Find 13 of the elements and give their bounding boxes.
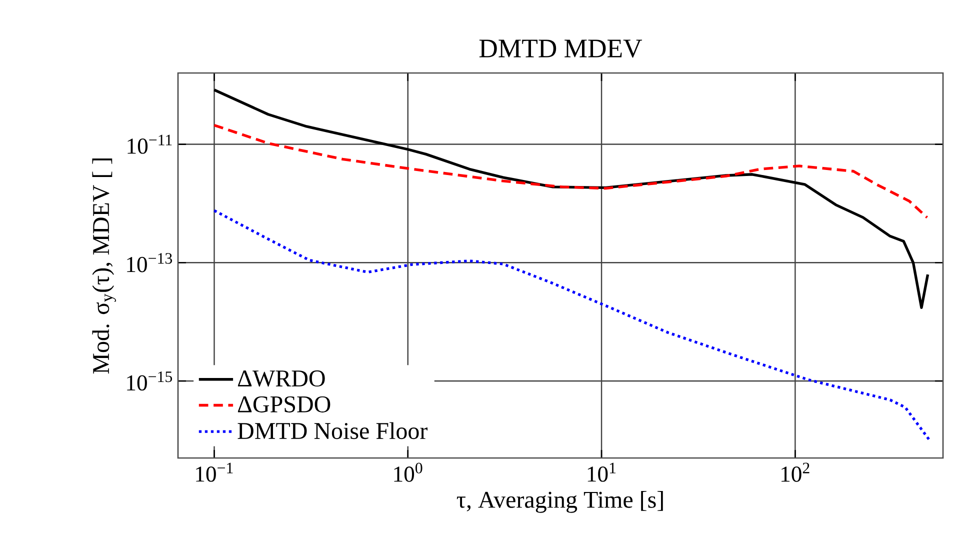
x-axis-title: τ, Averaging Time [s] [456, 491, 663, 513]
chart-title: DMTD MDEV [479, 40, 642, 58]
x-tick-label: 10$^{−1}$ [196, 462, 233, 482]
y-tick-label: 10$^{−11}$ [128, 134, 172, 154]
legend-label: ΔWRDO [238, 370, 325, 387]
x-tick-label: 10$^{1}$ [588, 462, 616, 482]
y-tick-label: 10$^{−15}$ [127, 371, 172, 391]
y-tick-label: 10$^{−13}$ [127, 253, 172, 272]
legend-label: ΔGPSDO [238, 396, 330, 412]
y-axis-title: Mod. σ$_{y}$(τ), MDEV [ ] [92, 158, 116, 374]
x-tick-label: 10$^{0}$ [394, 462, 422, 482]
x-tick-label: 10$^{2}$ [782, 462, 810, 482]
legend-label: DMTD Noise Floor [238, 422, 428, 440]
